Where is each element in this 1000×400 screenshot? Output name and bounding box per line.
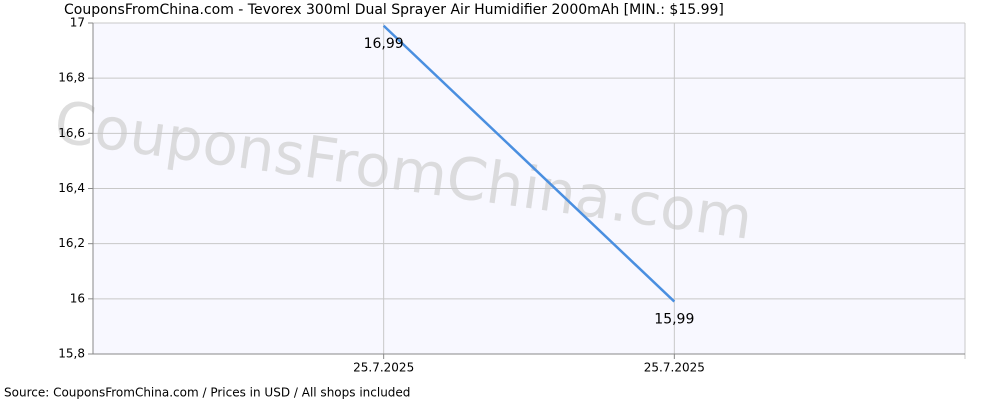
chart-title: CouponsFromChina.com - Tevorex 300ml Dua… [64, 2, 724, 18]
y-tick-label: 16,8 [58, 71, 85, 85]
x-tick-label: 25.7.2025 [353, 361, 414, 375]
value-label: 16,99 [364, 36, 404, 52]
y-tick-label: 16 [70, 291, 85, 305]
y-tick-label: 16,4 [58, 181, 85, 195]
price-line [382, 24, 676, 303]
y-tick-label: 16,2 [58, 236, 85, 250]
y-tick-label: 17 [70, 16, 85, 30]
x-tick-label: 25.7.2025 [644, 361, 705, 375]
value-label: 15,99 [654, 312, 694, 328]
y-tick-label: 15,8 [58, 347, 85, 361]
y-tick-label: 16,6 [58, 126, 85, 140]
source-note: Source: CouponsFromChina.com / Prices in… [4, 386, 410, 400]
